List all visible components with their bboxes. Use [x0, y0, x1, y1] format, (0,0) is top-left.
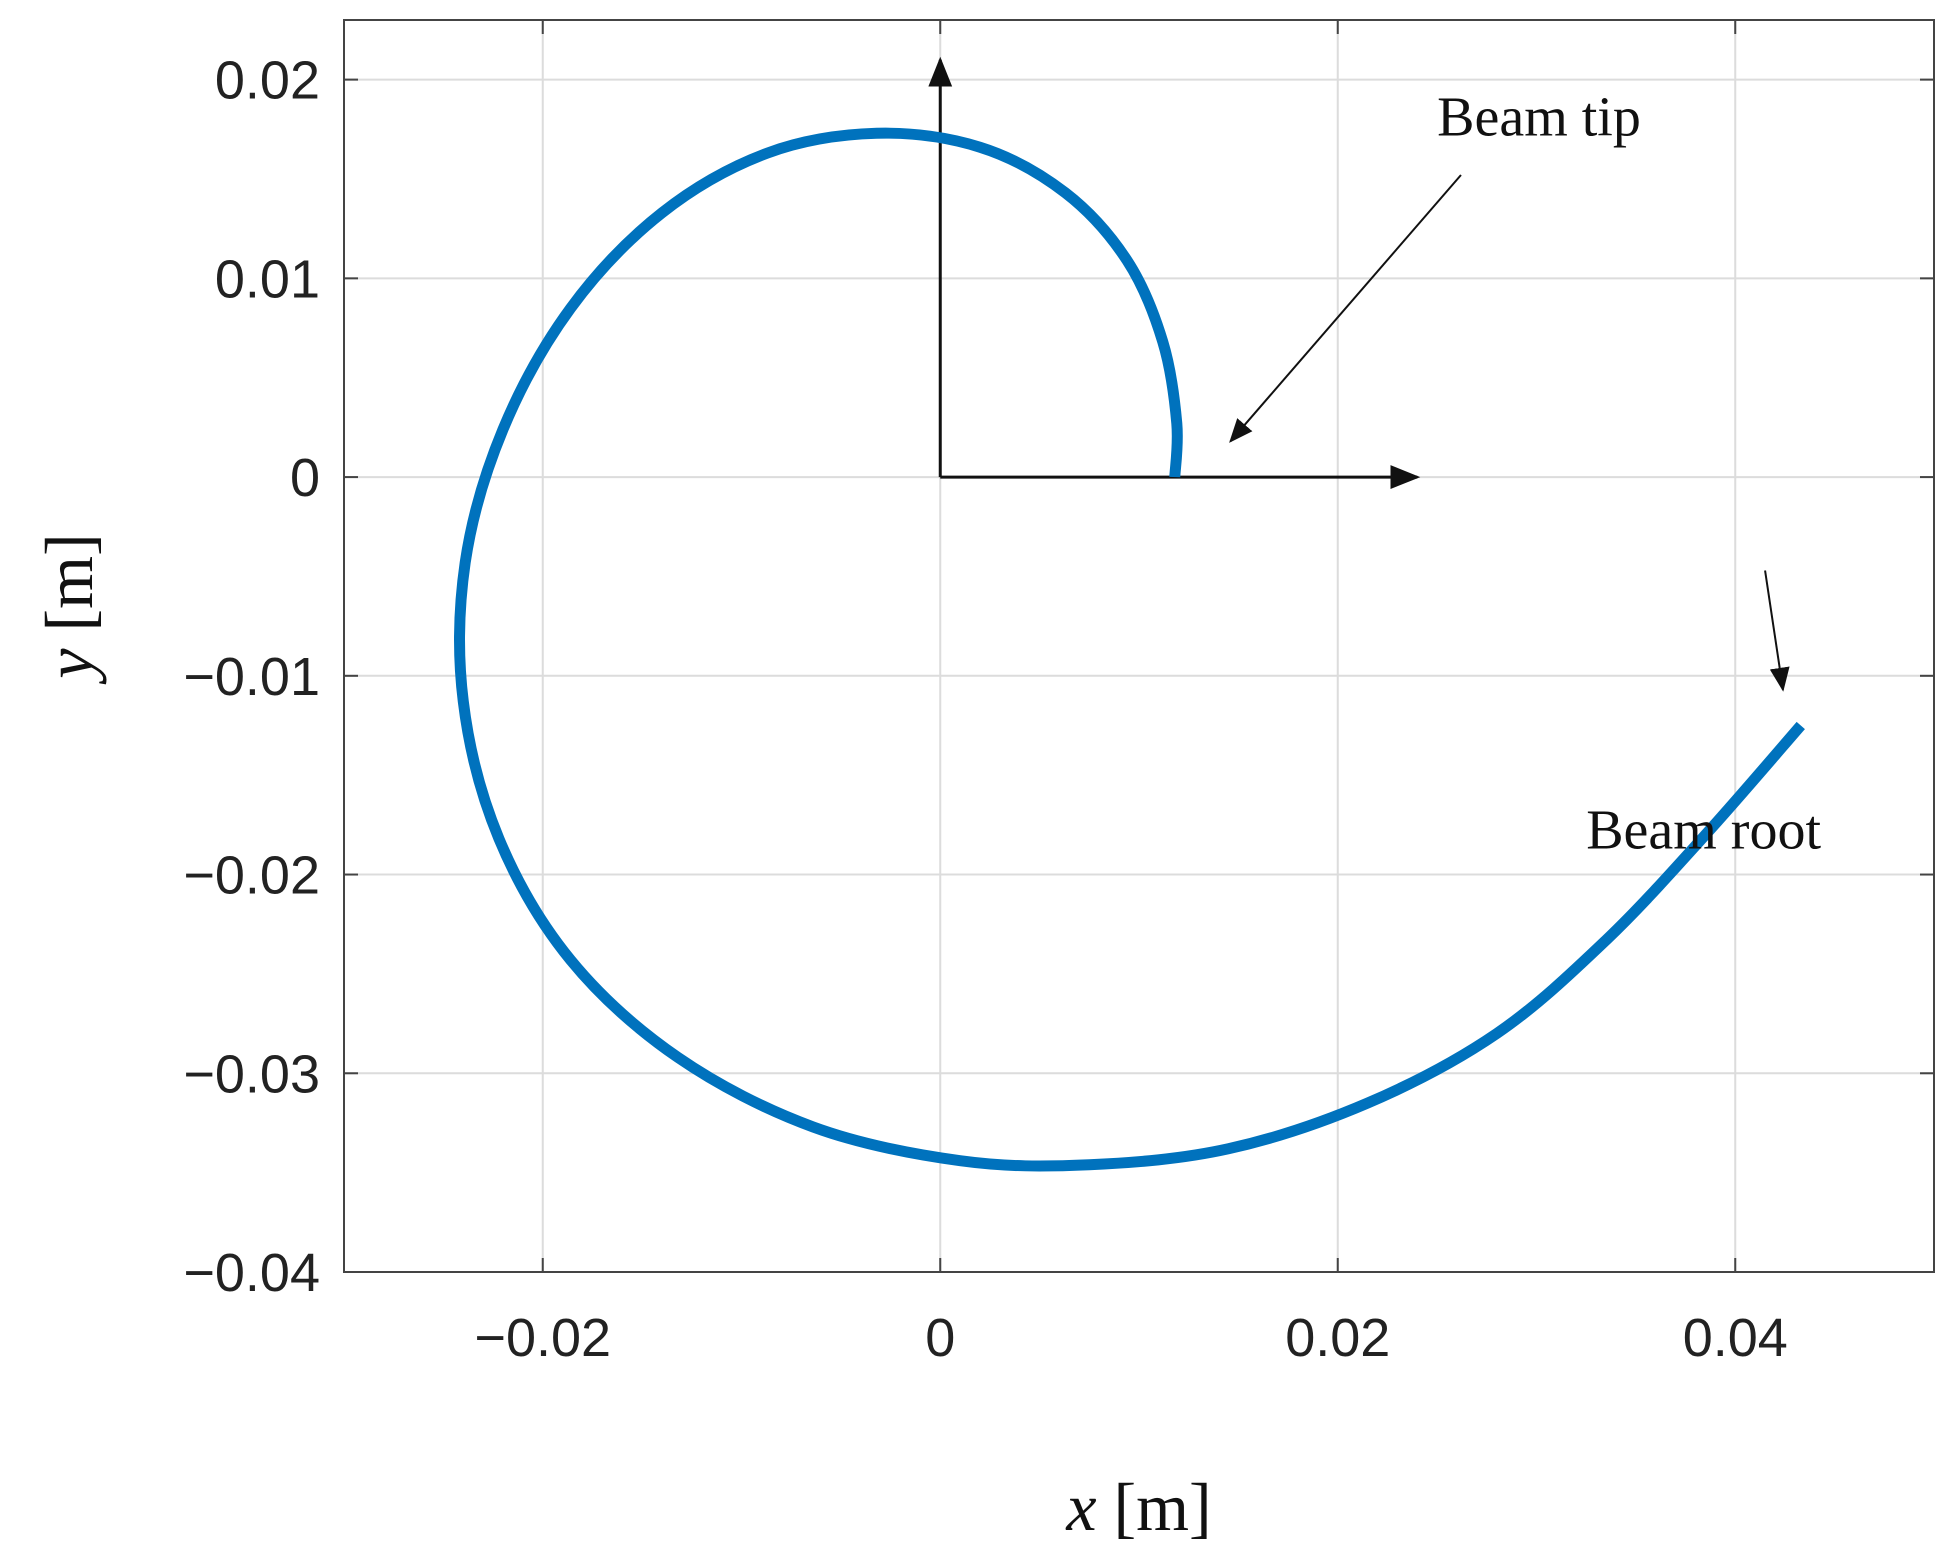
x-tick-label: 0.02	[1285, 1308, 1390, 1368]
y-tick-label: −0.02	[183, 846, 320, 906]
grid	[344, 20, 1934, 1273]
annotation-label: Beam tip	[1437, 86, 1641, 148]
x-axis-ticks: −0.02 0 0.02 0.04	[474, 20, 1788, 1368]
y-tick-label: −0.04	[183, 1243, 320, 1303]
y-tick-label: 0.01	[215, 249, 320, 309]
annotations: Beam tip Beam root	[1229, 86, 1821, 862]
x-axis-label: x [m]	[1065, 1469, 1211, 1545]
y-axis-unit: [m]	[31, 533, 107, 631]
x-tick-label: −0.02	[474, 1308, 611, 1368]
beam-deflection-curve	[454, 127, 1805, 1172]
x-axis-variable: x	[1065, 1469, 1096, 1545]
annotation-label: Beam root	[1586, 800, 1821, 862]
y-tick-label: 0.02	[215, 51, 320, 111]
y-axis-variable: y	[31, 648, 107, 685]
annotation-arrow	[1229, 174, 1462, 443]
x-tick-label: 0	[925, 1308, 955, 1368]
plot-frame	[343, 19, 1935, 1273]
x-axis-unit: [m]	[1114, 1469, 1212, 1545]
x-tick-label: 0.04	[1683, 1308, 1788, 1368]
annotation-arrow	[1764, 570, 1790, 692]
y-axis-ticks: 0.02 0.01 0 −0.01 −0.02 −0.03 −0.04	[183, 51, 1934, 1303]
y-tick-label: −0.03	[183, 1044, 320, 1104]
y-tick-label: −0.01	[183, 647, 320, 707]
y-axis-label: y [m]	[31, 533, 107, 684]
y-tick-label: 0	[290, 448, 320, 508]
